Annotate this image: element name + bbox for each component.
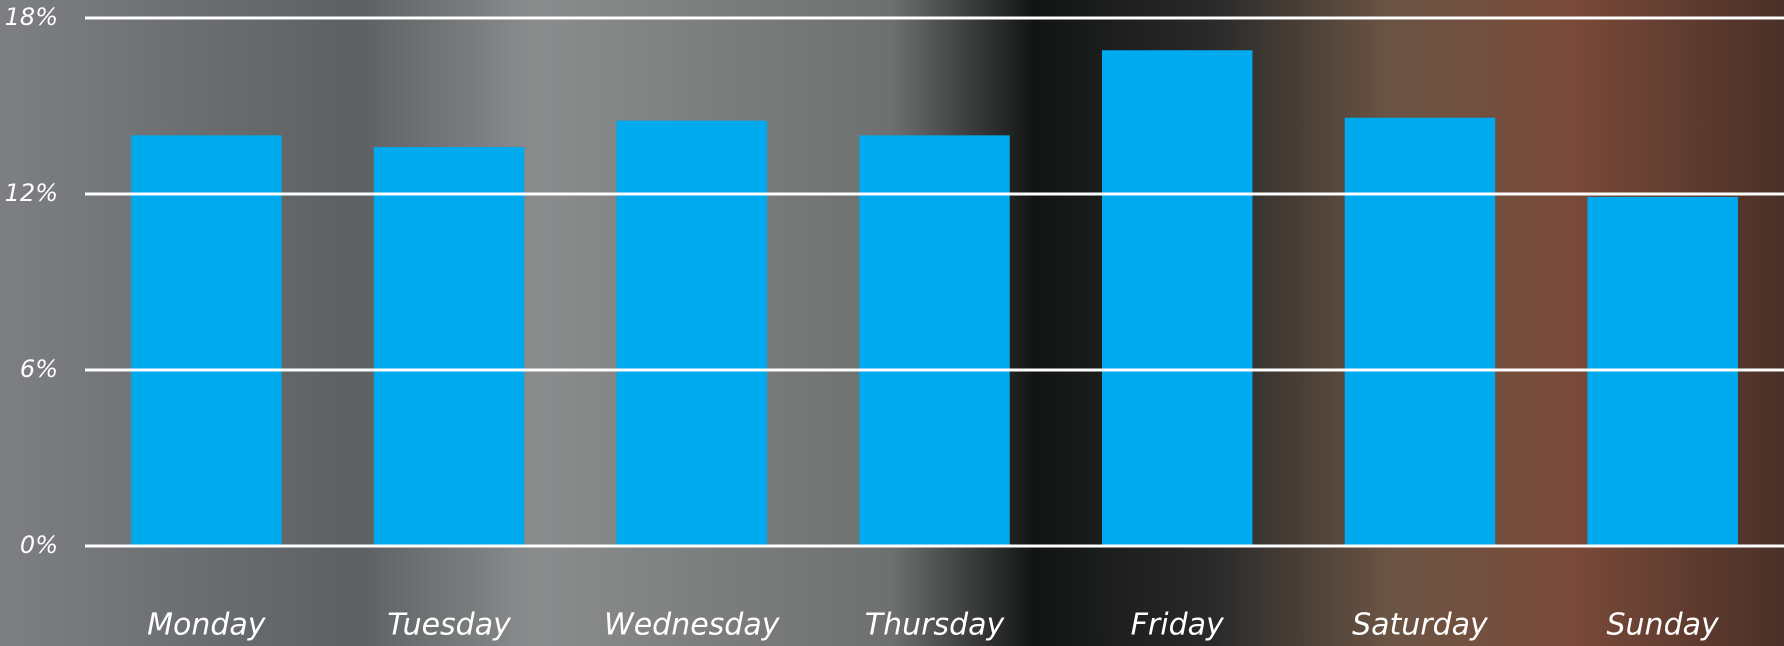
bar: [1101, 50, 1253, 547]
bar: [373, 147, 525, 547]
x-tick-label: Friday: [1131, 608, 1225, 643]
y-tick-label: 0%: [20, 531, 58, 559]
bar: [1344, 117, 1496, 546]
bar: [859, 135, 1010, 547]
x-tick-label: Wednesday: [604, 608, 781, 643]
bar: [616, 120, 768, 547]
x-tick-label: Tuesday: [387, 608, 512, 643]
x-tick-label: Thursday: [865, 608, 1006, 643]
y-tick-label: 18%: [5, 3, 58, 31]
x-tick-label: Saturday: [1352, 608, 1489, 643]
x-tick-label: Monday: [147, 608, 267, 643]
bar: [131, 135, 282, 547]
x-tick-label: Sunday: [1607, 608, 1720, 643]
y-tick-label: 12%: [5, 179, 58, 207]
y-tick-label: 6%: [20, 355, 58, 383]
